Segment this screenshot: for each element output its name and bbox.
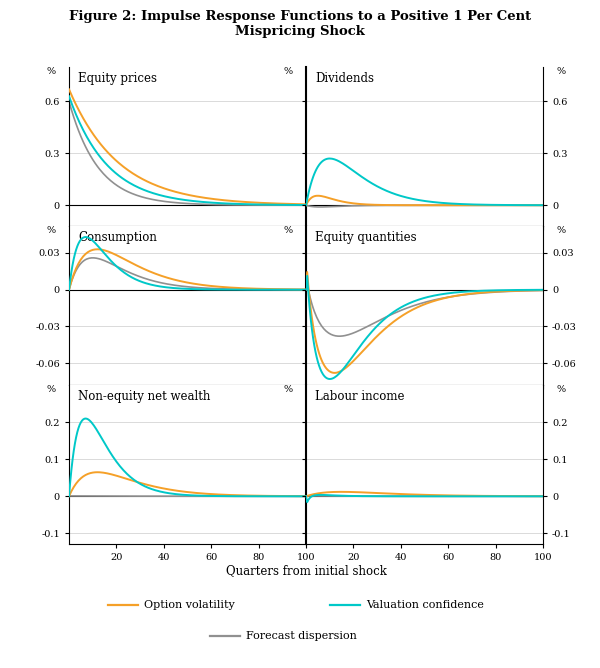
Text: %: % <box>47 226 56 235</box>
Text: Consumption: Consumption <box>79 230 157 244</box>
Text: %: % <box>556 226 565 235</box>
Text: %: % <box>284 385 293 394</box>
Text: %: % <box>284 67 293 75</box>
Text: Equity prices: Equity prices <box>79 71 157 85</box>
Text: %: % <box>47 385 56 394</box>
Text: %: % <box>47 67 56 75</box>
Text: %: % <box>556 67 565 75</box>
Text: Dividends: Dividends <box>316 71 374 85</box>
Text: Non-equity net wealth: Non-equity net wealth <box>79 390 211 403</box>
Text: Valuation confidence: Valuation confidence <box>366 600 484 609</box>
Text: %: % <box>284 226 293 235</box>
Text: Forecast dispersion: Forecast dispersion <box>246 631 357 641</box>
Text: %: % <box>556 385 565 394</box>
Text: Quarters from initial shock: Quarters from initial shock <box>226 564 386 577</box>
Text: Figure 2: Impulse Response Functions to a Positive 1 Per Cent: Figure 2: Impulse Response Functions to … <box>69 10 531 23</box>
Text: Equity quantities: Equity quantities <box>316 230 417 244</box>
Text: Mispricing Shock: Mispricing Shock <box>235 25 365 37</box>
Text: Option volatility: Option volatility <box>144 600 235 609</box>
Text: Labour income: Labour income <box>316 390 405 403</box>
